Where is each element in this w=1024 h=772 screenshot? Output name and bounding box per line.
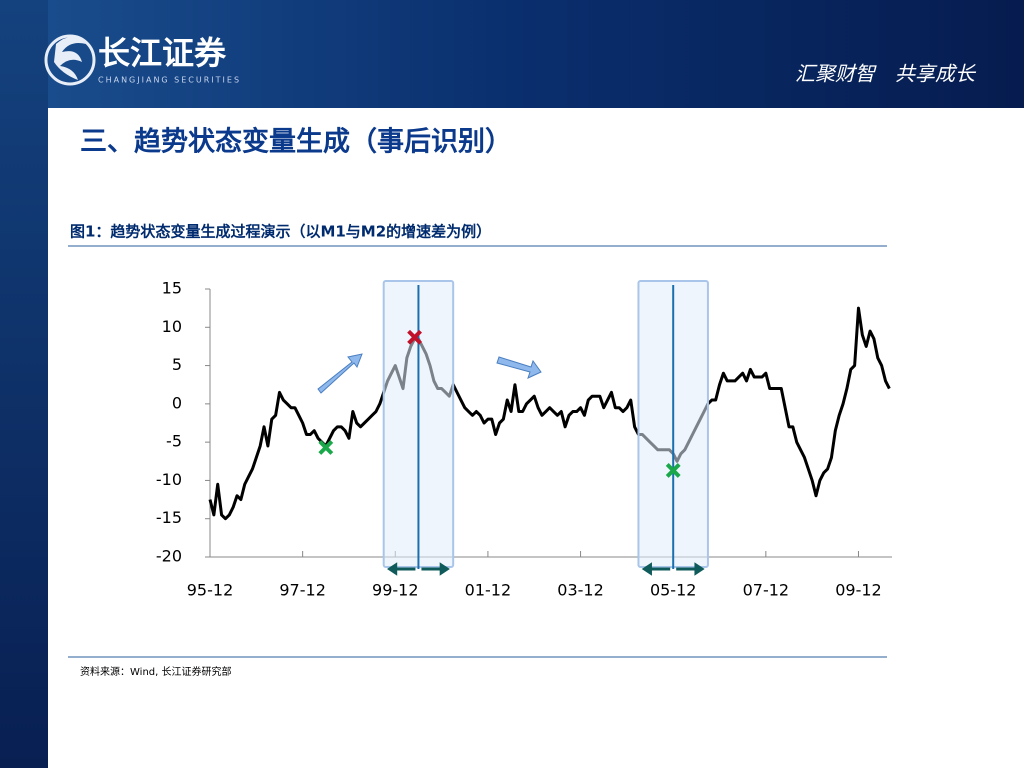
band-arrows <box>641 562 705 576</box>
x-tick-label: 03-12 <box>557 581 604 600</box>
slide-title: 三、趋势状态变量生成（事后识别） <box>80 126 512 158</box>
y-tick-label: 15 <box>162 279 182 298</box>
y-tick-label: 0 <box>172 393 182 412</box>
x-tick-label: 07-12 <box>743 581 790 600</box>
slogan: 汇聚财智 共享成长 <box>795 62 977 86</box>
x-tick-label: 95-12 <box>187 581 234 600</box>
y-tick-label: 5 <box>172 355 182 374</box>
x-tick-label: 97-12 <box>279 581 326 600</box>
brand: 长江证券 <box>98 34 227 72</box>
side-bar <box>0 0 48 768</box>
marker <box>318 440 334 455</box>
plot: -20 -15 -10 -5 0 5 10 15 95-12 97-12 99-12 01-12 03-… <box>156 279 892 600</box>
brand-en: CHANGJIANG SECURITIES <box>98 76 241 85</box>
band-arrows <box>386 562 450 576</box>
chart-title: 图1：趋势状态变量生成过程演示（以M1与M2的增速差为例） <box>70 223 491 241</box>
y-tick-label: -15 <box>156 508 182 527</box>
x-tick-label: 09-12 <box>835 581 882 600</box>
x-tick-label: 01-12 <box>465 581 512 600</box>
marker <box>665 463 681 478</box>
marker <box>407 329 422 345</box>
y-tick-label: -10 <box>156 470 182 489</box>
x-tick-label: 05-12 <box>650 581 697 600</box>
y-tick-label: -20 <box>156 547 182 566</box>
trend-arrows <box>317 353 542 394</box>
y-tick-label: 10 <box>162 317 182 336</box>
y-tick-label: -5 <box>166 432 182 451</box>
source: 资料来源：Wind, 长江证券研究部 <box>80 665 232 678</box>
header-bar <box>0 0 1024 108</box>
logo <box>44 34 96 86</box>
x-tick-label: 99-12 <box>372 581 419 600</box>
